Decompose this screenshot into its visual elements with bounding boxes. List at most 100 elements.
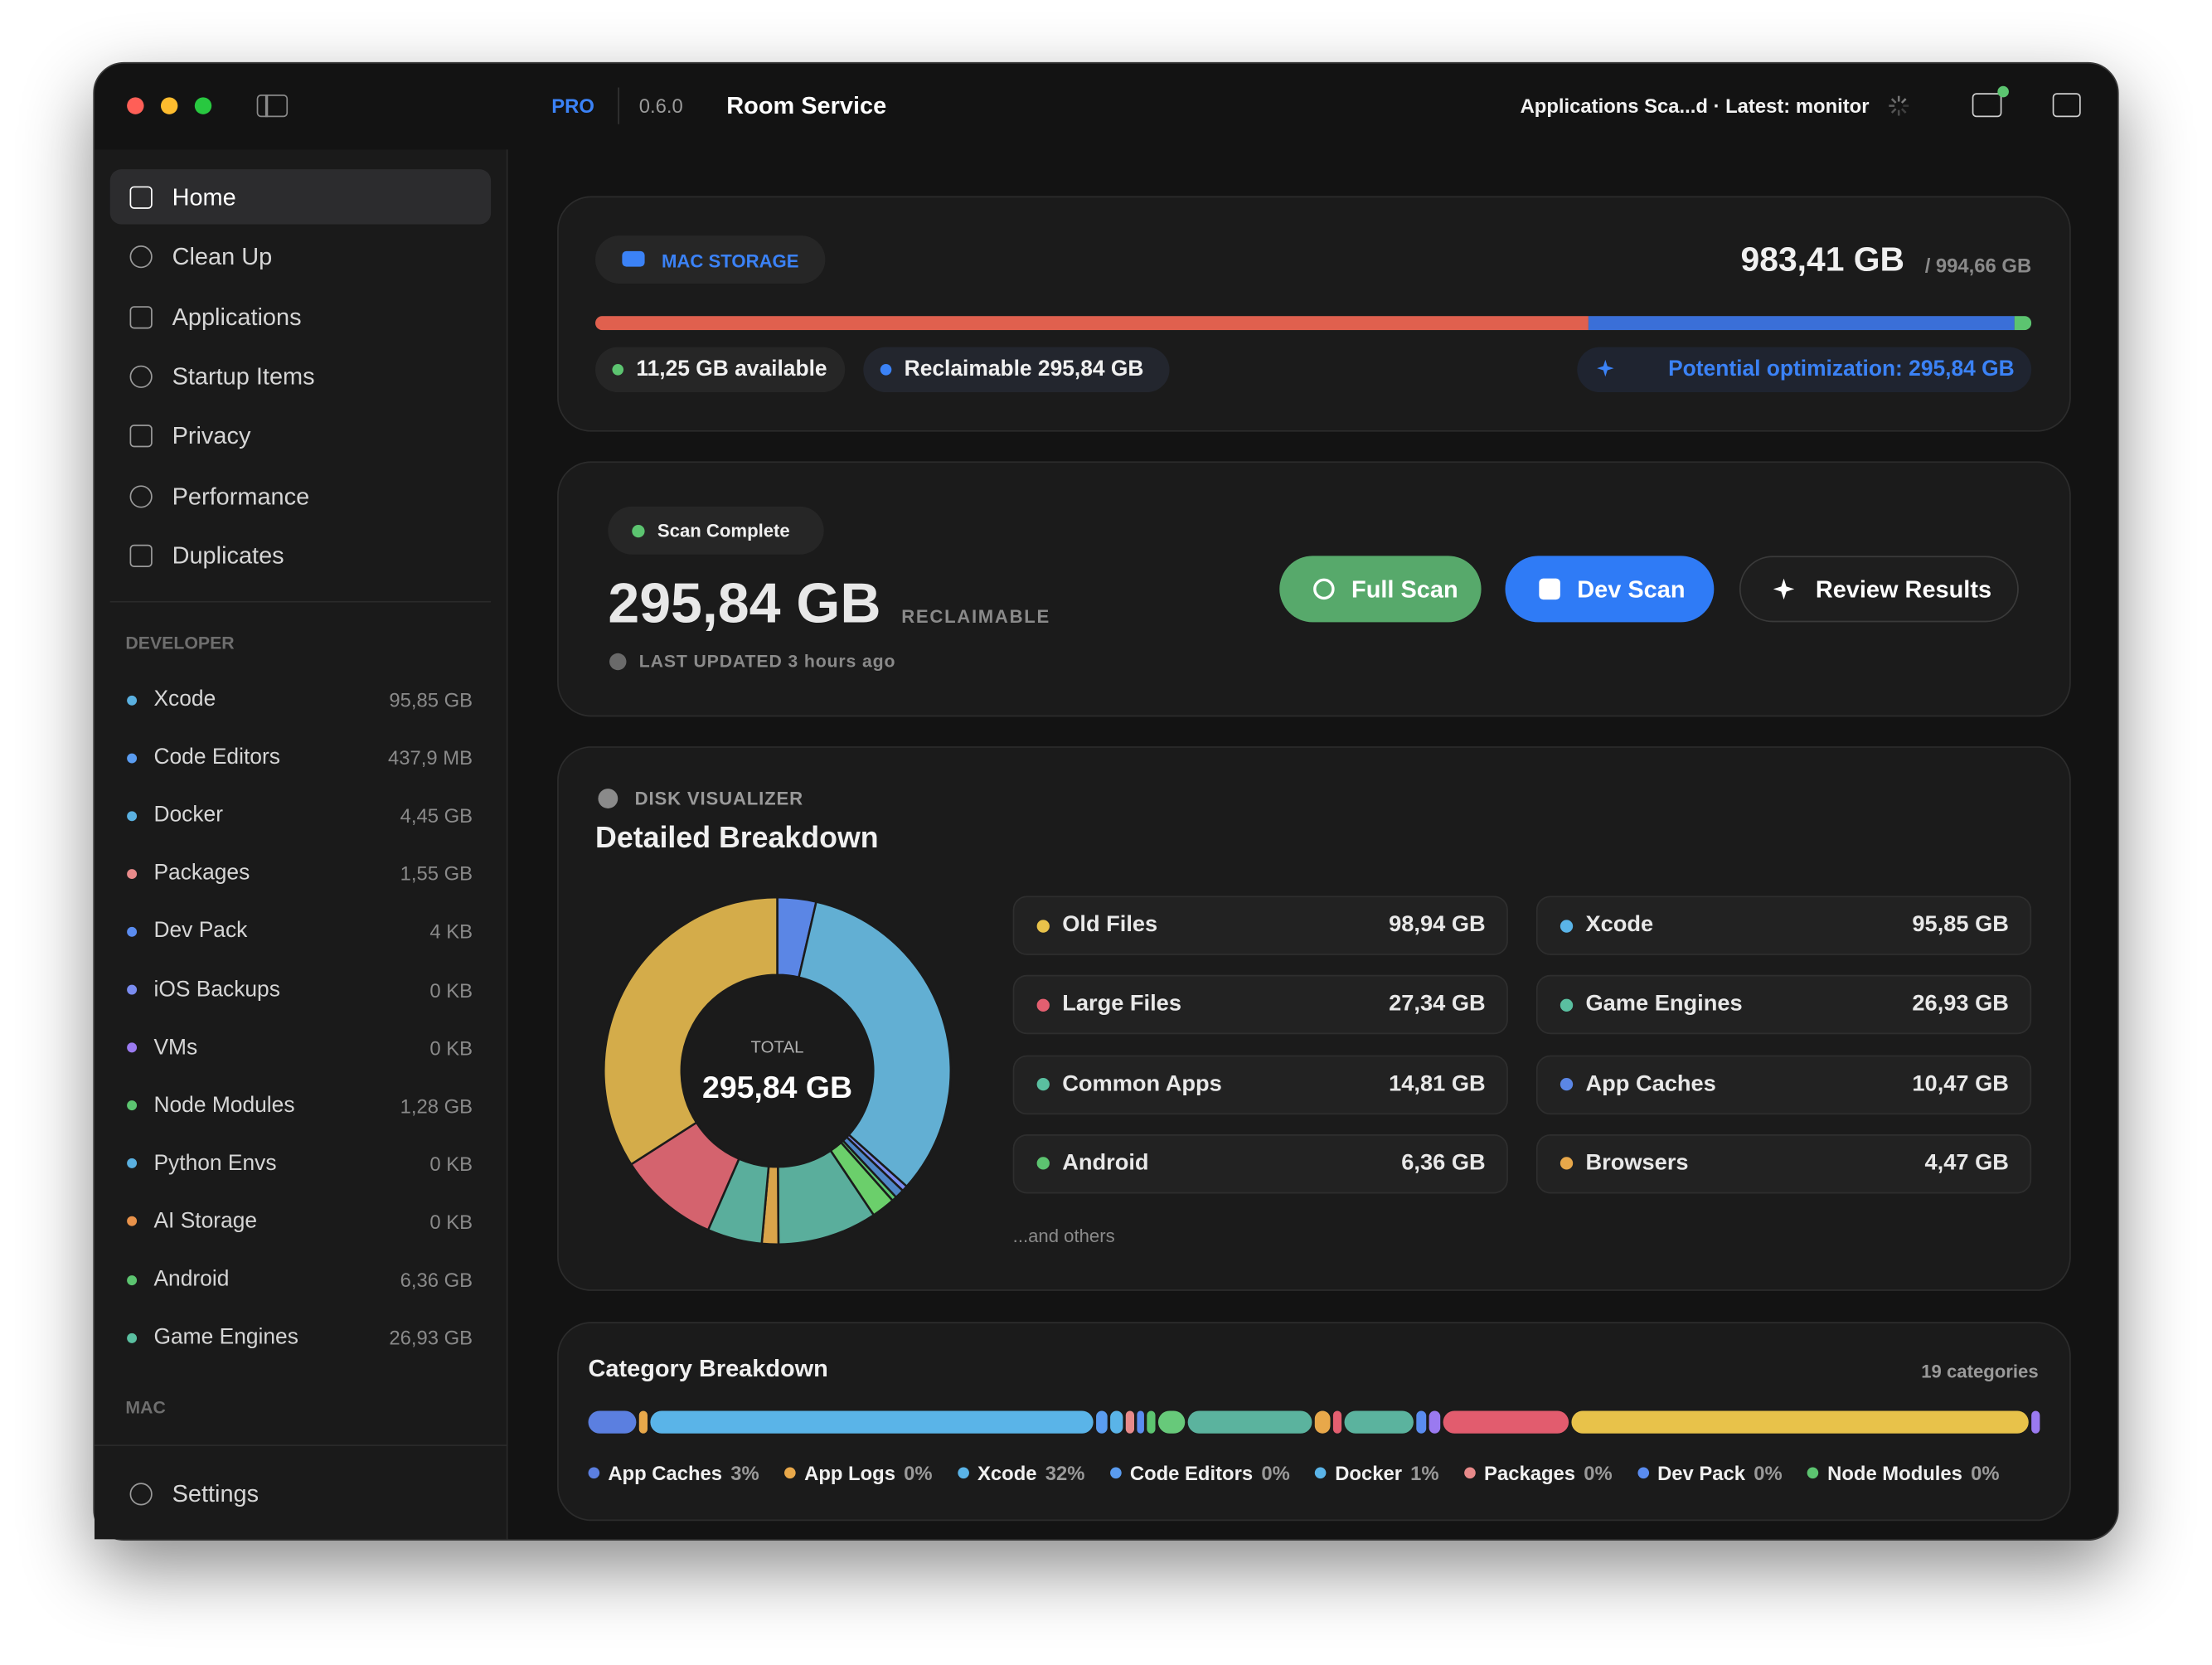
bar-segment bbox=[1314, 1410, 1332, 1434]
dev-item[interactable]: Python Envs bbox=[153, 1151, 277, 1176]
bar-segment bbox=[1429, 1410, 1440, 1434]
reclaim-caption: RECLAIMABLE bbox=[901, 605, 1050, 628]
bar-segment bbox=[1187, 1410, 1312, 1434]
dot bbox=[126, 1274, 137, 1285]
legend-name: Dev Pack bbox=[1657, 1461, 1746, 1484]
bar-segment bbox=[1588, 316, 2016, 331]
legend-item: Xcode 32% bbox=[958, 1462, 1084, 1484]
dev-item[interactable]: Android bbox=[153, 1267, 230, 1292]
dev-item[interactable]: iOS Backups bbox=[153, 977, 280, 1002]
dot bbox=[126, 1042, 137, 1053]
legend-item: Docker 1% bbox=[1315, 1461, 1439, 1484]
button-icon bbox=[1539, 578, 1560, 600]
legend-item: App Logs 0% bbox=[784, 1461, 933, 1484]
bar-segment bbox=[1125, 1410, 1134, 1434]
dev-item[interactable]: AI Storage bbox=[153, 1209, 258, 1234]
button-label[interactable]: Full Scan bbox=[1351, 576, 1458, 604]
section-title: Category Breakdown bbox=[588, 1355, 828, 1382]
button[interactable] bbox=[1739, 556, 2019, 623]
nav-item[interactable]: Clean Up bbox=[172, 244, 273, 271]
dev-item[interactable]: Dev Pack bbox=[153, 919, 248, 944]
dev-item[interactable]: Docker bbox=[153, 803, 224, 828]
news-icon[interactable] bbox=[1972, 93, 2002, 118]
nav-icon bbox=[129, 544, 153, 567]
category-legend: App Caches 3% App Logs 0% Xcode 32% Code Edito… bbox=[588, 1459, 2040, 1487]
legend-name: App Logs bbox=[804, 1461, 895, 1484]
spinner-tick bbox=[1900, 108, 1907, 114]
legend-item: Node Modules 0% bbox=[1807, 1461, 2000, 1484]
legend-pct: 0% bbox=[1971, 1461, 2000, 1484]
terminal-icon[interactable] bbox=[2052, 93, 2081, 118]
nav-item[interactable]: Startup Items bbox=[172, 362, 315, 391]
chip-label[interactable]: Potential optimization: 295,84 GB bbox=[1668, 357, 2015, 381]
dot bbox=[1110, 1467, 1122, 1479]
spinner-tick bbox=[1900, 98, 1907, 104]
window-control[interactable] bbox=[160, 97, 178, 114]
dot bbox=[1036, 1078, 1050, 1091]
bar-segment bbox=[595, 316, 1589, 331]
app-title: Room Service bbox=[726, 92, 887, 119]
dev-size: 0 KB bbox=[429, 1210, 473, 1233]
sidebar-toggle[interactable] bbox=[256, 95, 289, 118]
dot bbox=[1560, 1157, 1573, 1171]
spinner-tick bbox=[1890, 98, 1897, 104]
donut-segment bbox=[797, 900, 953, 1188]
dot bbox=[588, 1467, 600, 1479]
dot bbox=[126, 868, 137, 879]
dot bbox=[126, 1332, 137, 1343]
dev-item[interactable]: Game Engines bbox=[153, 1325, 298, 1350]
button-label[interactable]: Dev Scan bbox=[1577, 576, 1686, 604]
dev-item[interactable]: VMs bbox=[153, 1035, 198, 1060]
legend-name: Xcode bbox=[977, 1461, 1037, 1484]
nav-icon bbox=[129, 484, 153, 507]
donut-caption: TOTAL bbox=[750, 1036, 804, 1057]
dev-size: 4,45 GB bbox=[400, 804, 473, 828]
nav-item[interactable]: Performance bbox=[172, 482, 310, 510]
chip bbox=[1577, 347, 2032, 393]
dot bbox=[126, 810, 137, 821]
settings-icon bbox=[129, 1483, 153, 1506]
legend-size: 27,34 GB bbox=[1389, 992, 1486, 1017]
button-label[interactable]: Review Results bbox=[1815, 576, 1992, 604]
donut-total: 295,84 GB bbox=[702, 1069, 853, 1105]
nav-item[interactable]: Privacy bbox=[172, 422, 251, 450]
storage-used: 983,41 GB bbox=[1740, 240, 1905, 279]
category-count: 19 categories bbox=[1921, 1361, 2039, 1382]
nav-icon bbox=[129, 365, 153, 388]
dot bbox=[1637, 1467, 1649, 1479]
status-label: Scan Complete bbox=[657, 520, 790, 541]
storage-bar bbox=[595, 316, 2032, 331]
legend-pct: 1% bbox=[1410, 1461, 1439, 1484]
sidebar bbox=[95, 149, 508, 1540]
nav-icon bbox=[129, 305, 153, 328]
dev-item[interactable]: Packages bbox=[153, 861, 250, 886]
legend-card bbox=[1012, 975, 1508, 1035]
dev-item[interactable]: Code Editors bbox=[153, 745, 280, 769]
chip bbox=[863, 347, 1170, 393]
button[interactable] bbox=[1279, 556, 1482, 623]
legend-item: Packages 0% bbox=[1464, 1462, 1613, 1484]
dev-item[interactable]: Node Modules bbox=[153, 1093, 295, 1118]
settings[interactable]: Settings bbox=[172, 1480, 260, 1508]
nav-item[interactable]: Applications bbox=[172, 303, 302, 331]
window-control[interactable] bbox=[127, 97, 144, 114]
dot bbox=[126, 926, 137, 937]
dot bbox=[1560, 998, 1573, 1012]
window-control[interactable] bbox=[194, 97, 212, 114]
dot bbox=[126, 1158, 137, 1169]
legend-name: Browsers bbox=[1585, 1151, 1689, 1176]
bar-segment bbox=[2031, 1410, 2040, 1434]
donut-segment bbox=[602, 896, 779, 1166]
dev-item[interactable]: Xcode bbox=[153, 687, 216, 711]
legend-pct: 3% bbox=[730, 1461, 759, 1484]
bar-segment bbox=[1109, 1410, 1123, 1434]
legend-size: 26,93 GB bbox=[1912, 992, 2009, 1017]
nav-item[interactable]: Duplicates bbox=[172, 541, 284, 570]
dev-size: 0 KB bbox=[429, 978, 473, 1002]
bar-segment bbox=[1571, 1410, 2030, 1434]
bar-segment bbox=[1157, 1410, 1185, 1434]
nav-item[interactable]: Home bbox=[172, 184, 236, 211]
nav-icon bbox=[129, 245, 153, 269]
